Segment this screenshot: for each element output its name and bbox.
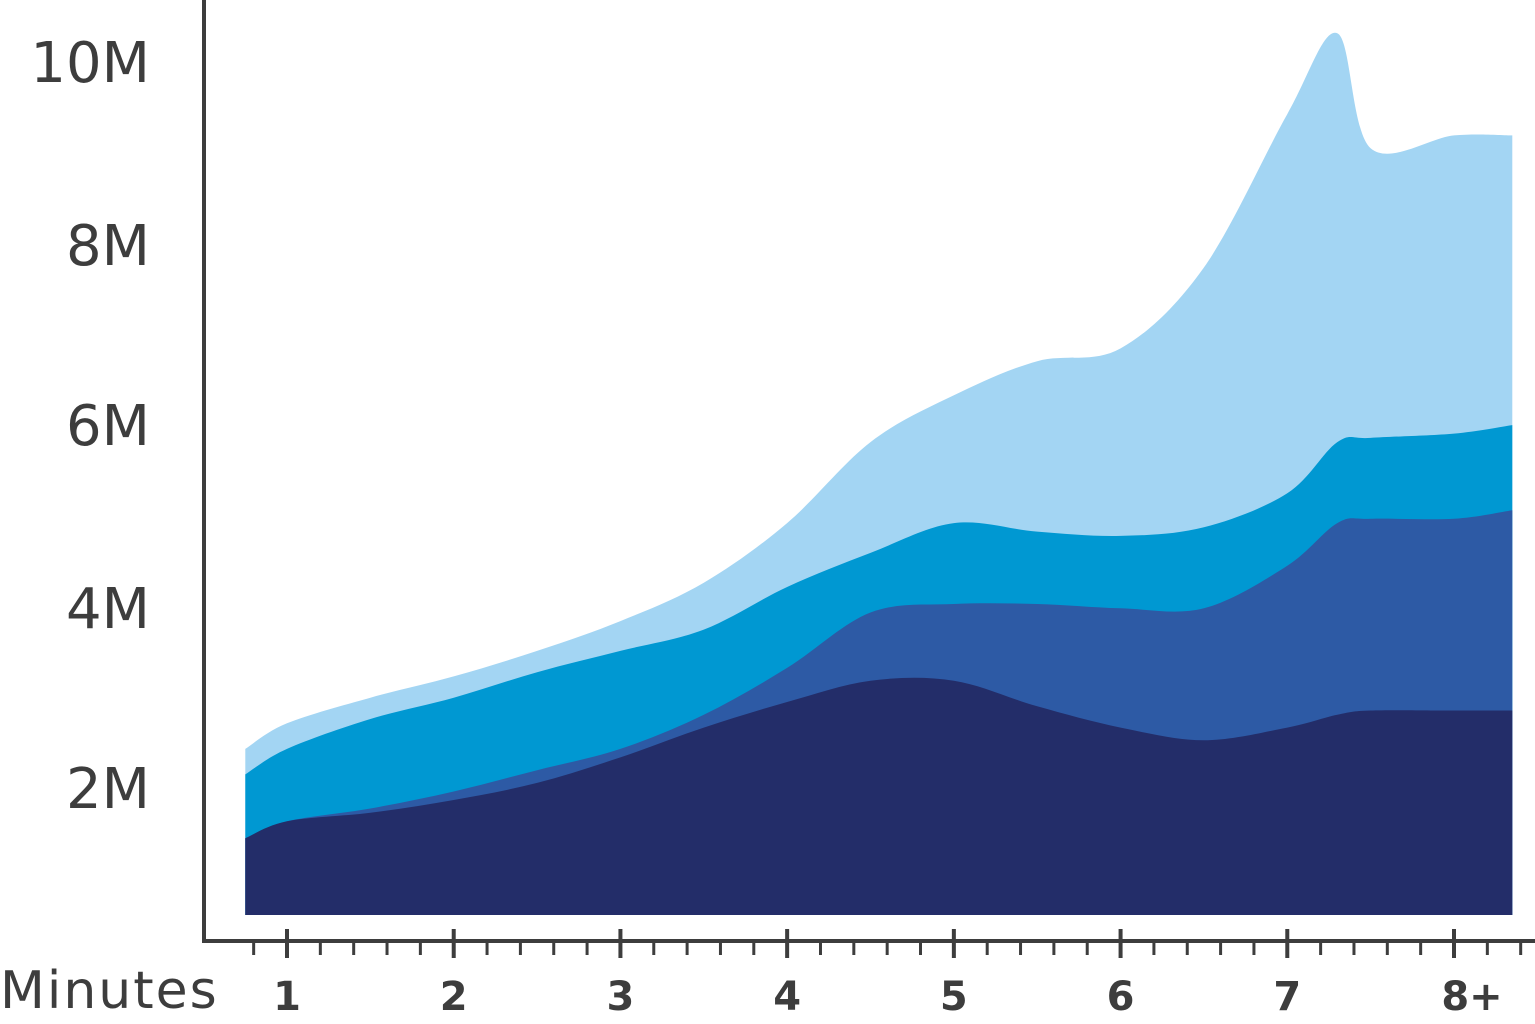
x-tick-label: 8+: [1441, 974, 1502, 1020]
area-series-group: [245, 32, 1513, 915]
y-tick-label: 10M: [30, 31, 150, 96]
x-tick-label: 1: [273, 974, 301, 1020]
x-axis-title: Minutes: [0, 961, 219, 1021]
x-major-ticks: [285, 929, 1456, 958]
x-tick-label: 4: [773, 974, 801, 1020]
y-tick-label: 8M: [66, 214, 150, 279]
y-tick-labels: 2M 4M 6M 8M 10M: [30, 31, 150, 822]
x-tick-label: 6: [1107, 974, 1135, 1020]
y-tick-label: 6M: [66, 394, 150, 459]
x-tick-label: 3: [607, 974, 635, 1020]
y-tick-label: 4M: [66, 577, 150, 642]
x-tick-label: 7: [1273, 974, 1301, 1020]
area-series-1: [245, 677, 1513, 915]
x-tick-label: 5: [940, 974, 968, 1020]
x-tick-label: 2: [440, 974, 468, 1020]
x-tick-labels: 1 2 3 4 5 6 7 8+: [273, 974, 1503, 1020]
y-tick-label: 2M: [66, 757, 150, 822]
x-minor-ticks: [252, 941, 1523, 955]
